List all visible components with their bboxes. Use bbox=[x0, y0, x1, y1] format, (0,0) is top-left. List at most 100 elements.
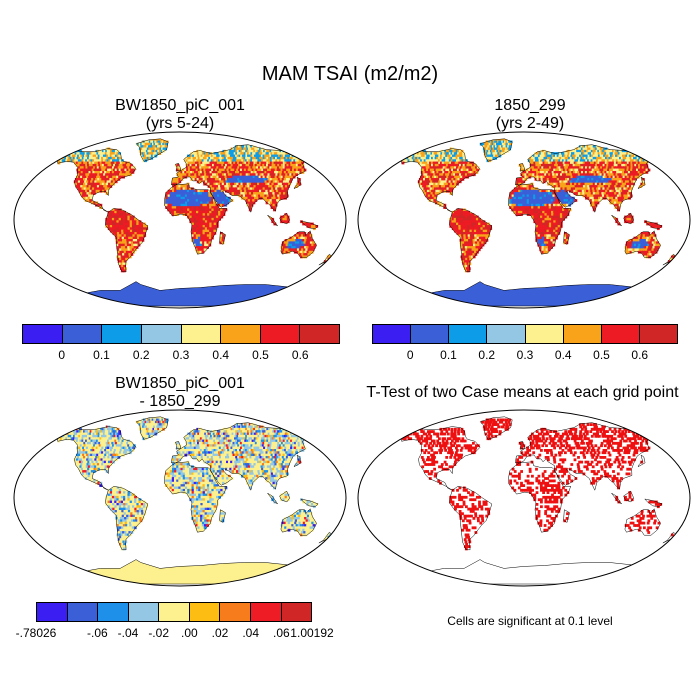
grid-cell bbox=[112, 208, 116, 212]
grid-cell bbox=[612, 152, 616, 155]
grid-cell bbox=[595, 192, 598, 195]
grid-cell bbox=[509, 196, 513, 200]
grid-cell bbox=[197, 199, 201, 202]
grid-cell bbox=[138, 229, 142, 233]
grid-cell bbox=[264, 154, 267, 158]
grid-cell bbox=[169, 194, 173, 198]
grid-cell bbox=[409, 159, 413, 163]
grid-cell bbox=[422, 175, 425, 179]
grid-cell bbox=[219, 154, 223, 158]
grid-cell bbox=[211, 203, 214, 207]
grid-cell bbox=[195, 192, 199, 195]
grid-cell bbox=[610, 154, 613, 158]
grid-cell bbox=[551, 180, 554, 184]
grid-cell bbox=[107, 215, 111, 219]
grid-cell bbox=[167, 201, 171, 205]
grid-cell bbox=[635, 159, 639, 163]
grid-cell bbox=[251, 161, 255, 165]
grid-cell bbox=[289, 159, 293, 163]
grid-cell bbox=[297, 241, 300, 245]
grid-cell bbox=[216, 161, 220, 165]
grid-cell bbox=[438, 159, 441, 163]
grid-cell bbox=[542, 206, 545, 209]
grid-cell bbox=[275, 152, 279, 155]
grid-cell bbox=[165, 142, 168, 146]
grid-cell bbox=[557, 217, 561, 221]
grid-cell bbox=[107, 210, 111, 214]
grid-cell bbox=[410, 154, 414, 158]
grid-cell bbox=[301, 232, 304, 235]
grid-cell bbox=[187, 163, 191, 167]
grid-cell bbox=[210, 163, 213, 167]
grid-cell bbox=[224, 175, 228, 179]
grid-cell bbox=[528, 187, 532, 191]
grid-cell bbox=[200, 220, 204, 224]
grid-cell bbox=[250, 145, 253, 148]
grid-cell bbox=[223, 178, 226, 181]
grid-cell bbox=[90, 194, 93, 198]
grid-cell bbox=[537, 152, 541, 155]
grid-cell bbox=[433, 182, 437, 186]
grid-cell bbox=[276, 154, 280, 158]
grid-cell bbox=[428, 180, 431, 184]
grid-cell bbox=[563, 163, 567, 167]
grid-cell bbox=[643, 161, 646, 165]
grid-cell bbox=[443, 152, 447, 155]
grid-cell bbox=[455, 171, 459, 174]
grid-cell bbox=[556, 166, 560, 170]
grid-cell bbox=[564, 185, 567, 188]
grid-cell bbox=[208, 199, 212, 202]
grid-cell bbox=[129, 227, 133, 231]
grid-cell bbox=[202, 229, 206, 233]
grid-cell bbox=[58, 159, 61, 163]
grid-cell bbox=[218, 187, 222, 191]
grid-cell bbox=[211, 225, 215, 228]
grid-cell bbox=[140, 229, 144, 233]
grid-cell bbox=[445, 182, 449, 186]
grid-cell bbox=[422, 154, 426, 158]
grid-cell bbox=[464, 222, 468, 226]
grid-cell bbox=[228, 149, 232, 153]
grid-cell bbox=[118, 213, 122, 216]
grid-cell bbox=[535, 210, 539, 214]
grid-cell bbox=[572, 199, 576, 202]
grid-cell bbox=[241, 178, 244, 181]
grid-cell bbox=[579, 178, 582, 181]
grid-cell bbox=[614, 201, 617, 205]
grid-cell bbox=[559, 208, 563, 212]
grid-cell bbox=[539, 201, 543, 205]
grid-cell bbox=[425, 187, 429, 191]
grid-cell bbox=[310, 225, 314, 228]
grid-cell bbox=[585, 163, 589, 167]
grid-cell bbox=[516, 187, 519, 191]
grid-cell bbox=[128, 241, 132, 245]
grid-cell bbox=[596, 187, 599, 191]
grid-cell bbox=[622, 156, 626, 160]
grid-cell bbox=[282, 163, 286, 167]
grid-cell bbox=[235, 187, 238, 191]
grid-cell bbox=[184, 203, 188, 207]
grid-cell bbox=[288, 239, 292, 242]
grid-cell bbox=[574, 159, 578, 163]
grid-cell bbox=[221, 173, 225, 177]
grid-cell bbox=[116, 149, 120, 153]
grid-cell bbox=[213, 206, 217, 209]
grid-cell bbox=[487, 145, 491, 148]
grid-cell bbox=[195, 239, 199, 242]
grid-cell bbox=[636, 156, 640, 160]
grid-cell bbox=[106, 154, 110, 158]
grid-cell bbox=[619, 182, 623, 186]
grid-cell bbox=[490, 147, 494, 151]
grid-cell bbox=[453, 222, 457, 226]
grid-cell bbox=[241, 187, 245, 191]
grid-cell bbox=[96, 185, 100, 188]
grid-cell bbox=[602, 152, 606, 155]
grid-cell bbox=[422, 189, 426, 193]
grid-cell bbox=[215, 206, 219, 209]
grid-cell bbox=[282, 246, 286, 249]
grid-cell bbox=[199, 248, 203, 252]
grid-cell bbox=[243, 152, 247, 155]
grid-cell bbox=[638, 163, 641, 167]
grid-cell bbox=[186, 173, 190, 177]
grid-cell bbox=[219, 199, 223, 202]
